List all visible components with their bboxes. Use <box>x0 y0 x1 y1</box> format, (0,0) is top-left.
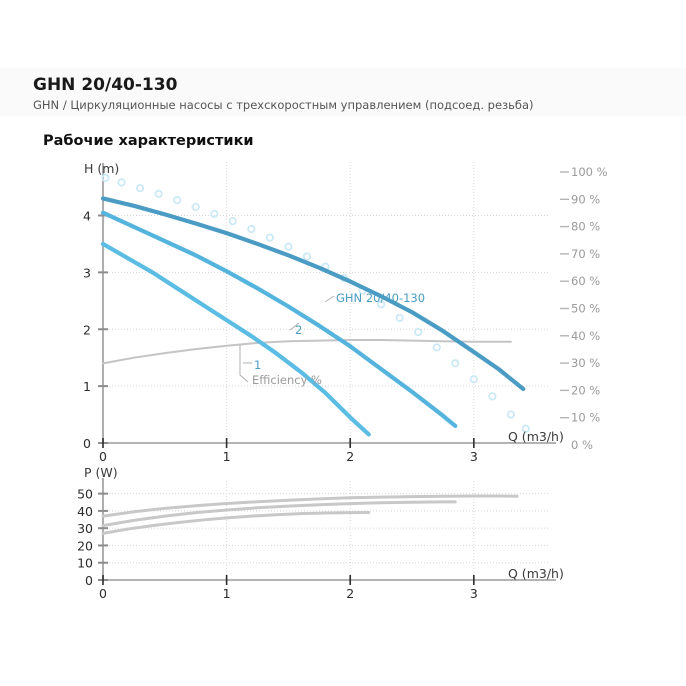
page-title: GHN 20/40-130 <box>33 75 178 95</box>
dotted-curve-marker <box>302 252 312 261</box>
pump-curve <box>100 196 526 392</box>
power-curve <box>101 494 519 518</box>
dotted-curve-marker <box>414 327 423 337</box>
model-leader-line <box>324 295 335 303</box>
model-callout-label: GHN 20/40-130 <box>336 291 425 305</box>
speed2-leader-line <box>289 322 300 331</box>
percent-tick-label: 100 % <box>571 165 608 179</box>
percent-tick-label: 90 % <box>571 192 600 206</box>
power-flow-axis-label: Q (m3/h) <box>508 566 564 581</box>
pump-curve <box>100 210 458 429</box>
efficiency-label: Efficiency % <box>252 373 322 387</box>
head-y-tick-label: 2 <box>83 322 91 337</box>
head-chart <box>98 162 569 448</box>
efficiency-curve <box>102 339 512 365</box>
power-y-tick-label: 40 <box>77 504 93 519</box>
header-background-band <box>0 68 686 116</box>
power-y-tick-label: 50 <box>77 487 93 502</box>
dotted-curve-marker <box>265 233 274 242</box>
power-y-tick-label: 20 <box>77 538 93 553</box>
head-flow-axis-label: Q (m3/h) <box>508 429 564 444</box>
efficiency-leader-line <box>239 345 249 383</box>
power-y-tick-label: 0 <box>85 573 93 588</box>
head-x-tick-label: 2 <box>346 449 354 464</box>
percent-tick-label: 30 % <box>571 356 600 370</box>
percent-tick-label: 0 % <box>571 438 593 452</box>
dotted-curve-marker <box>469 375 478 384</box>
percent-tick-label: 10 % <box>571 411 600 425</box>
percent-tick-label: 20 % <box>571 383 600 397</box>
power-chart <box>98 478 556 585</box>
dotted-curve-marker <box>191 202 200 212</box>
percent-tick-label: 50 % <box>571 302 600 316</box>
percent-tick-label: 40 % <box>571 329 600 343</box>
dotted-curve-marker <box>117 178 126 187</box>
section-heading: Рабочие характеристики <box>43 133 254 149</box>
pump-curve <box>100 241 371 437</box>
breadcrumb: GHN / Циркуляционные насосы с трехскорос… <box>33 98 534 112</box>
power-y-tick-label: 30 <box>77 521 93 536</box>
power-x-tick-label: 3 <box>470 586 478 601</box>
dotted-curve-marker <box>101 173 110 183</box>
speed-1-label: 1 <box>254 358 261 372</box>
power-y-tick-label: 10 <box>77 556 93 571</box>
chart-text-layer: 0 % 10 % 20 % 30 % 40 % 50 % 60 % 70 % 80 % 90 % 1… <box>77 161 608 601</box>
power-curve <box>101 510 371 535</box>
dotted-curve-marker <box>521 424 530 433</box>
dotted-curve-marker <box>377 300 386 309</box>
percent-tick-label: 70 % <box>571 247 600 261</box>
dotted-curve-marker <box>135 184 145 193</box>
head-x-tick-label: 1 <box>223 449 231 464</box>
power-curve <box>101 500 457 528</box>
dotted-curve-marker <box>228 217 237 226</box>
dotted-curve-marker <box>210 209 219 218</box>
dotted-curve-marker <box>247 225 256 234</box>
dotted-curve-marker <box>395 313 404 322</box>
head-y-tick-label: 4 <box>83 209 91 224</box>
dotted-curve-marker <box>488 392 497 401</box>
dotted-curve-marker <box>154 189 163 198</box>
power-x-tick-label: 2 <box>346 586 354 601</box>
dotted-curve-marker <box>284 242 293 251</box>
head-y-tick-label: 3 <box>83 265 91 280</box>
power-x-tick-label: 1 <box>223 586 231 601</box>
head-y-tick-label: 1 <box>83 379 91 394</box>
head-y-tick-label: 0 <box>83 436 91 451</box>
dotted-curve-marker <box>506 410 516 419</box>
power-x-tick-label: 0 <box>99 586 107 601</box>
head-axis-label: H (m) <box>84 161 119 176</box>
head-x-tick-label: 3 <box>470 449 478 464</box>
head-x-tick-label: 0 <box>99 449 107 464</box>
percent-tick-label: 80 % <box>571 220 600 234</box>
dotted-curve-marker <box>432 343 441 352</box>
dotted-curve-marker <box>451 359 460 368</box>
speed-2-label: 2 <box>295 323 302 337</box>
percent-tick-label: 60 % <box>571 274 600 288</box>
power-axis-label: P (W) <box>84 465 118 480</box>
dotted-curve-marker <box>173 196 182 205</box>
